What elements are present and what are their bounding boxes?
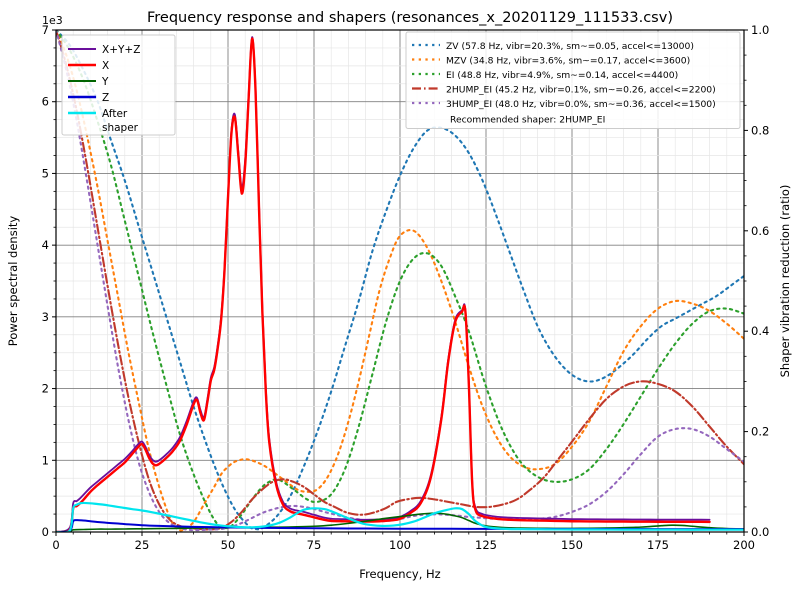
y-tick-label: 1 [42,453,49,467]
shaper-curve-2hump-ei [56,30,744,531]
x-tick-label: 50 [221,538,236,552]
data-curves [56,30,744,532]
shaper-curve-mzv [56,30,744,532]
recommended-shaper-annotation: Recommended shaper: 2HUMP_EI [450,115,605,126]
legend-label-after-shaper[interactable]: After [102,108,128,120]
psd-curve-after-shaper [56,501,744,532]
shaper-curve-zv [56,30,744,531]
legend-shapers[interactable]: ZV (57.8 Hz, vibr=20.3%, sm~=0.05, accel… [405,31,741,129]
legend-label-y[interactable]: Y [101,76,109,88]
y-tick-label-right: 0.4 [751,324,769,338]
legend-label-2hump-ei[interactable]: 2HUMP_EI (45.2 Hz, vibr=0.1%, sm~=0.26, … [446,85,716,96]
x-tick-label: 75 [307,538,322,552]
y-tick-label: 4 [42,238,49,252]
x-tick-label: 100 [389,538,411,552]
y-tick-label: 5 [42,166,49,180]
y-tick-label: 6 [42,95,49,109]
x-tick-label: 25 [135,538,150,552]
x-tick-label: 150 [561,538,583,552]
x-tick-label: 125 [475,538,497,552]
shaper-curve-ei [56,30,744,530]
legend-label-zv[interactable]: ZV (57.8 Hz, vibr=20.3%, sm~=0.05, accel… [446,41,694,52]
x-tick-label: 0 [52,538,59,552]
y-tick-label: 7 [42,23,49,37]
y-tick-label: 0 [42,525,49,539]
legend-label-xyz[interactable]: X+Y+Z [102,44,140,56]
legend-label-z[interactable]: Z [102,92,109,104]
chart-title: Frequency response and shapers (resonanc… [147,10,673,26]
legend-label-ei[interactable]: EI (48.8 Hz, vibr=4.9%, sm~=0.14, accel<… [446,70,678,81]
y-tick-label: 2 [42,382,49,396]
y-axis-label-right: Shaper vibration reduction (ratio) [778,185,792,378]
x-tick-label: 175 [647,538,669,552]
legend-psd[interactable]: X+Y+Z XYZ After shaper [61,34,176,136]
legend-label-x[interactable]: X [102,60,109,72]
axis-ticks: 0 25 50 75 100 125 150 175 200 0 1 2 3 4 5 6 7 0.0 0.2 0.4 0… [42,23,770,552]
shaper-curve-3hump-ei [56,30,744,532]
y-tick-label-right: 0.8 [751,123,769,137]
y-axis-label: Power spectral density [6,216,20,347]
y-tick-label: 3 [42,310,49,324]
legend-label-after-shaper-2[interactable]: shaper [102,122,139,134]
y-tick-label-right: 1.0 [751,23,769,37]
legend-psd-box [61,34,176,136]
psd-curve-y [56,512,744,532]
legend-label-mzv[interactable]: MZV (34.8 Hz, vibr=3.6%, sm~=0.17, accel… [446,56,690,67]
x-axis-label: Frequency, Hz [359,567,440,581]
y-tick-label-right: 0.6 [751,224,769,238]
legend-shapers-box [405,31,741,129]
y-axis-offset-text: 1e3 [42,14,63,27]
y-tick-label-right: 0.0 [751,525,769,539]
legend-label-3hump-ei[interactable]: 3HUMP_EI (48.0 Hz, vibr=0.0%, sm~=0.36, … [446,99,716,110]
x-tick-label: 200 [733,538,755,552]
psd-curve-x [56,37,711,532]
y-tick-label-right: 0.2 [751,425,769,439]
